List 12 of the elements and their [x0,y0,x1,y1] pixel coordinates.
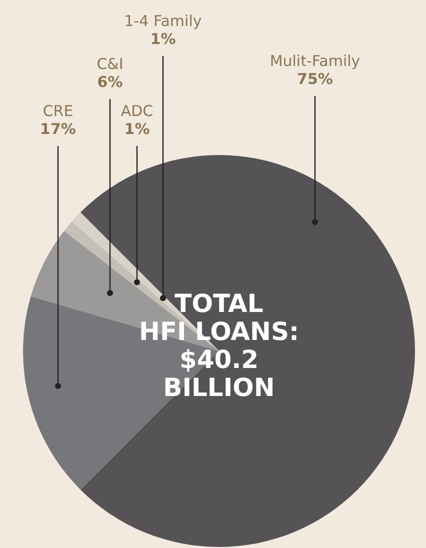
slice-label: CRE [42,102,74,120]
text: TOTAL HFI LOANS: $40.2 BILLION [139,289,299,402]
slice-label: C&I [96,55,124,73]
data-label: 6% [97,73,123,91]
data-label: 75% [297,70,333,88]
data-label: 17% [40,120,76,138]
data-label: 1% [124,120,150,138]
pie-slice [80,155,415,547]
slice-label: ADC [120,102,154,120]
slice-label: Mulit-Family [270,52,360,70]
slice-label: 1-4 Family [124,12,202,30]
data-label: 1% [150,30,176,48]
